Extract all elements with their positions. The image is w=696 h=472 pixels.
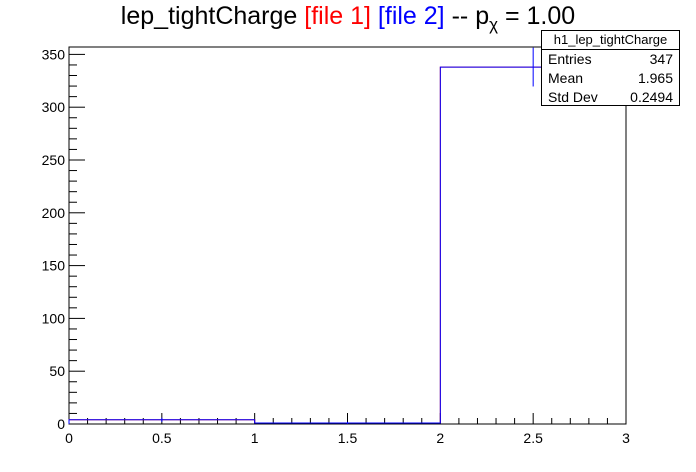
stats-entries-label: Entries [548, 51, 592, 67]
stats-entries-row: Entries 347 [542, 50, 679, 69]
x-tick-label: 1 [251, 430, 259, 446]
stats-stddev-value: 0.2494 [630, 89, 673, 105]
stats-stddev-label: Std Dev [548, 89, 598, 105]
y-tick-label: 350 [42, 46, 66, 62]
stats-mean-value: 1.965 [637, 70, 673, 86]
y-tick-label: 50 [49, 363, 65, 379]
title-chi-symbol: χ [489, 15, 499, 34]
y-tick-label: 250 [42, 152, 66, 168]
chart-title: lep_tightCharge [file 1] [file 2] -- pχ … [0, 2, 696, 35]
y-axis-labels: 0 50 100 150 200 250 300 350 [42, 46, 66, 432]
title-p-symbol: p [475, 2, 490, 30]
y-tick-label: 100 [42, 310, 66, 326]
x-tick-label: 2 [436, 430, 444, 446]
title-separator: -- [451, 2, 469, 30]
stats-histogram-name: h1_lep_tightCharge [542, 31, 679, 50]
histogram-series [68, 47, 626, 424]
y-tick-label: 150 [42, 258, 66, 274]
x-axis-labels: 0 0.5 1 1.5 2 2.5 3 [65, 430, 630, 446]
stats-box: h1_lep_tightCharge Entries 347 Mean 1.96… [541, 30, 680, 106]
x-tick-label: 3 [622, 430, 630, 446]
x-tick-label: 1.5 [338, 430, 358, 446]
y-axis-ticks [69, 53, 85, 425]
y-tick-label: 200 [42, 205, 66, 221]
title-main: lep_tightCharge [120, 2, 298, 30]
stats-mean-row: Mean 1.965 [542, 69, 679, 88]
y-tick-label: 0 [57, 416, 65, 432]
stats-stddev-row: Std Dev 0.2494 [542, 88, 679, 107]
stats-mean-label: Mean [548, 70, 584, 86]
series-2-line [68, 66, 626, 424]
title-file1: [file 1] [304, 2, 371, 30]
x-tick-label: 2.5 [523, 430, 543, 446]
series-1-line [68, 66, 626, 424]
y-tick-label: 300 [42, 99, 66, 115]
title-p-value: = 1.00 [504, 2, 576, 30]
title-file2: [file 2] [377, 2, 445, 30]
stats-entries-value: 347 [649, 51, 673, 67]
x-tick-label: 0 [65, 430, 73, 446]
x-tick-label: 0.5 [152, 430, 172, 446]
